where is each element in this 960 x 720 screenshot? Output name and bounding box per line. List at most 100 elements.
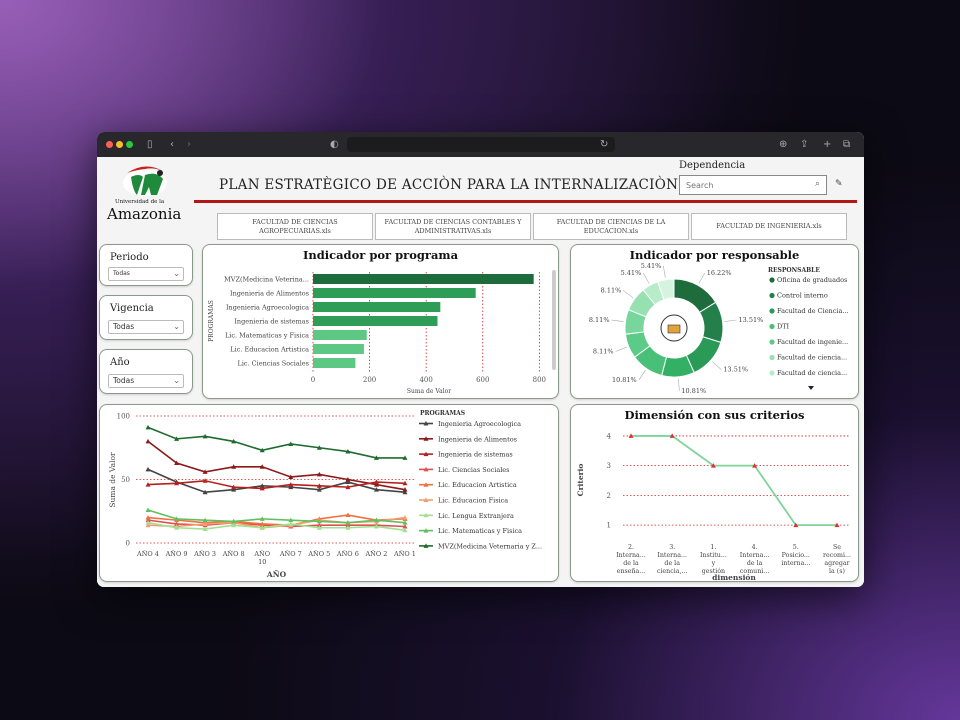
bar <box>313 344 364 354</box>
series-line <box>147 514 406 527</box>
data-point <box>231 484 237 490</box>
data-point <box>202 489 208 495</box>
minimize-window-button[interactable] <box>116 141 123 148</box>
legend-scroll-down-icon <box>808 386 814 390</box>
x-tick-label: interna... <box>781 560 810 567</box>
slice-label: 10.81% <box>681 387 706 395</box>
maximize-window-button[interactable] <box>126 141 133 148</box>
bar <box>313 288 476 298</box>
data-point <box>202 521 208 526</box>
label-leader <box>712 361 722 370</box>
data-point <box>259 485 265 491</box>
data-point <box>145 466 151 472</box>
legend-marker <box>423 482 429 487</box>
periodo-label: Periodo <box>110 252 149 263</box>
category-label: MVZ(Medicina Veterina... <box>224 276 309 284</box>
data-point <box>174 521 180 526</box>
anio-label: Año <box>110 357 130 368</box>
forward-icon[interactable]: › <box>187 139 191 150</box>
tabs-icon[interactable]: ⧉ <box>843 139 851 150</box>
data-point <box>345 522 351 528</box>
address-bar[interactable] <box>347 137 615 152</box>
close-window-button[interactable] <box>106 141 113 148</box>
responsable-donut-chart: 16.22% 13.51% 13.51% 10.81% 10.81% 8.11% 8.11%… <box>589 262 849 395</box>
label-leader <box>615 346 627 352</box>
legend-marker <box>423 512 429 518</box>
responsable-chart-title: Indicador por responsable <box>629 248 800 262</box>
category-label: Lic. Educacion Artistica <box>230 346 309 354</box>
data-point <box>202 526 208 532</box>
y-tick-label: 1 <box>607 522 611 530</box>
data-point <box>316 525 322 530</box>
share-icon[interactable]: ⇪ <box>800 139 809 150</box>
x-tick-label: ciencia,... <box>657 568 688 575</box>
series-line <box>147 468 406 494</box>
x-tick-label: Interna... <box>616 552 646 559</box>
data-point <box>669 433 675 438</box>
file-button-ingenieria[interactable]: FACULTAD DE INGENIERIA.xls <box>691 213 847 240</box>
data-point <box>345 484 351 490</box>
y-axis-title: Suma de Valor <box>108 452 117 508</box>
legend-marker <box>769 292 775 299</box>
data-point <box>259 521 265 526</box>
data-point <box>402 527 408 533</box>
vigencia-slicer: Vigencia Todas ⌄ <box>99 295 193 340</box>
x-tick-label: 3. <box>669 544 675 551</box>
vigencia-dropdown[interactable]: Todas ⌄ <box>108 320 184 334</box>
eraser-icon[interactable]: ✎ <box>835 179 843 189</box>
data-point <box>288 441 294 446</box>
dependencia-search-input[interactable]: Search ⌕ <box>679 175 827 195</box>
bar <box>313 330 367 340</box>
file-button-agropecuarias[interactable]: FACULTAD DE CIENCIAS AGROPECUARIAS.xls <box>217 213 373 240</box>
legend-item: Control interno <box>777 292 828 300</box>
programa-chart-title: Indicador por programa <box>302 248 459 262</box>
search-placeholder: Search <box>686 181 714 190</box>
anio-dropdown[interactable]: Todas ⌄ <box>108 374 184 388</box>
y-tick-label: 3 <box>607 462 611 470</box>
legend-marker <box>423 497 429 502</box>
x-tick-label: AÑO 3 <box>193 549 216 558</box>
back-icon[interactable]: ‹ <box>170 139 174 150</box>
x-tick-label: agregar <box>824 560 850 567</box>
download-icon[interactable]: ⊕ <box>779 139 788 150</box>
file-button-educacion[interactable]: FACULTAD DE CIENCIAS DE LA EDUCACION.xls <box>533 213 689 240</box>
label-leader <box>678 378 680 391</box>
periodo-dropdown[interactable]: Todas ⌄ <box>108 267 184 281</box>
slice-label: 16.22% <box>707 269 732 277</box>
data-point <box>231 522 237 528</box>
reload-icon[interactable]: ↻ <box>600 139 609 150</box>
data-point <box>145 520 151 525</box>
data-point <box>174 480 180 486</box>
sidebar-icon[interactable]: ▯ <box>147 139 153 150</box>
y-tick-label: 50 <box>121 476 130 484</box>
logo-emblem <box>123 166 167 196</box>
data-point <box>145 515 151 520</box>
new-tab-icon[interactable]: + <box>823 139 832 150</box>
periodo-value: Todas <box>113 270 130 277</box>
dimension-chart-title: Dimensión con sus criterios <box>624 408 805 422</box>
anio-value: Todas <box>113 376 135 385</box>
university-logo: Universidad de la Amazonia <box>105 161 187 223</box>
legend-item: Facultad de ingenie... <box>777 338 848 346</box>
label-leader <box>642 272 650 284</box>
data-point <box>231 464 237 469</box>
legend-marker <box>769 323 775 330</box>
series-line <box>147 426 405 459</box>
data-point <box>345 479 351 485</box>
data-point <box>288 482 294 487</box>
data-point <box>373 479 379 485</box>
x-tick-label: AÑO 4 <box>136 549 159 558</box>
file-button-contables[interactable]: FACULTAD DE CIENCIAS CONTABLES Y ADMINIS… <box>375 213 531 240</box>
data-point <box>345 520 351 525</box>
data-point <box>345 525 351 530</box>
data-point <box>316 487 322 492</box>
series-line <box>631 435 837 527</box>
label-leader <box>623 290 634 298</box>
data-point <box>202 433 208 439</box>
periodo-slicer: Periodo Todas ⌄ <box>99 244 193 286</box>
slice-label: 10.81% <box>612 376 637 384</box>
data-point <box>402 480 408 486</box>
x-tick-label: enseña... <box>617 568 646 575</box>
legend-marker <box>423 451 429 457</box>
